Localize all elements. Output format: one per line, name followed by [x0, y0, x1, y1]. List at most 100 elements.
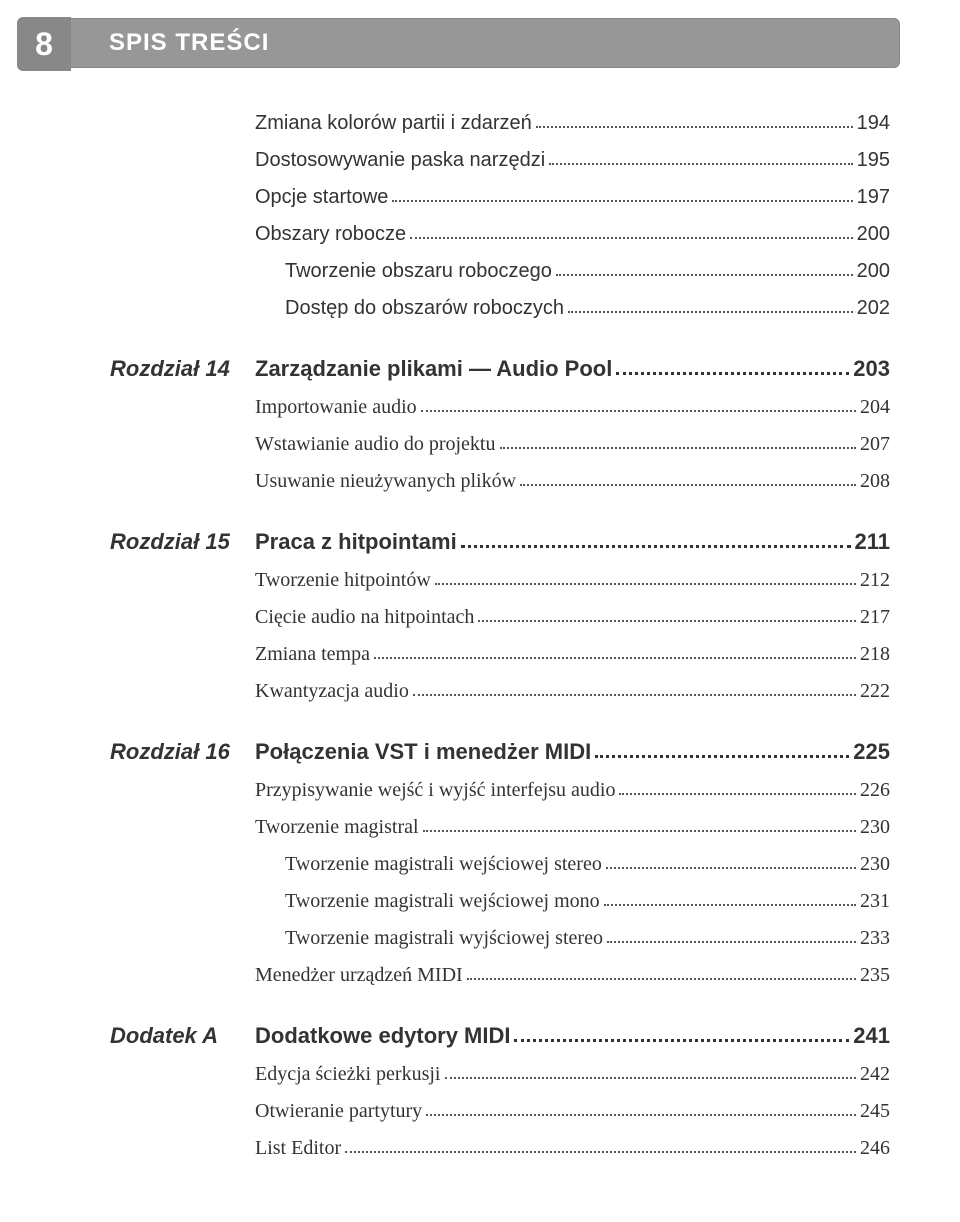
chapter-title-row: Dodatek ADodatkowe edytory MIDI 241 [110, 1019, 890, 1053]
toc-entry-label: Wstawianie audio do projektu [255, 429, 496, 460]
header-title: SPIS TREŚCI [109, 29, 269, 57]
chapter-entries: Przypisywanie wejść i wyjść interfejsu a… [110, 775, 890, 991]
toc-entry-label: Zmiana tempa [255, 639, 370, 670]
toc-entry-label: Tworzenie obszaru roboczego [285, 256, 552, 287]
toc-entry-label: List Editor [255, 1133, 341, 1164]
toc-entry-label: Importowanie audio [255, 392, 417, 423]
toc-entry-page: 226 [860, 775, 890, 806]
toc-leader [435, 583, 856, 585]
toc-entry: Cięcie audio na hitpointach217 [255, 602, 890, 633]
chapter-page: 225 [853, 735, 890, 769]
page-number: 8 [17, 17, 71, 71]
toc-leader [607, 941, 856, 943]
toc-entry-label: Kwantyzacja audio [255, 676, 409, 707]
toc-entry-page: 208 [860, 466, 890, 497]
toc-entry: Tworzenie hitpointów 212 [255, 565, 890, 596]
toc-leader [461, 545, 851, 548]
chapter-title-row: Rozdział 15Praca z hitpointami 211 [110, 525, 890, 559]
toc-entry-page: 242 [860, 1059, 890, 1090]
chapter-label: Rozdział 14 [110, 352, 255, 386]
toc-entry-label: Zmiana kolorów partii i zdarzeń [255, 108, 532, 139]
toc-entry-label: Opcje startowe [255, 182, 388, 213]
toc-leader [568, 311, 853, 313]
toc-leader [595, 755, 849, 758]
toc-entry-label: Tworzenie magistrali wejściowej mono [285, 886, 600, 917]
chapter-page: 211 [855, 525, 891, 559]
toc-leader [604, 904, 856, 906]
toc-entry-label: Dostęp do obszarów roboczych [285, 293, 564, 324]
toc-entry-page: 207 [860, 429, 890, 460]
toc-entry-page: 230 [860, 812, 890, 843]
toc-leader [478, 620, 856, 622]
toc-entry: Tworzenie magistrali wejściowej mono 231 [255, 886, 890, 917]
toc-entry-label: Menedżer urządzeń MIDI [255, 960, 463, 991]
chapter-section: Rozdział 14Zarządzanie plikami — Audio P… [110, 352, 890, 497]
toc-entry-page: 200 [857, 219, 890, 250]
toc-entry: Tworzenie magistrali wejściowej stereo23… [255, 849, 890, 880]
toc-leader [426, 1114, 856, 1116]
toc-entry-page: 235 [860, 960, 890, 991]
toc-entry-label: Tworzenie magistrali wejściowej stereo [285, 849, 602, 880]
toc-entry: Tworzenie obszaru roboczego 200 [255, 256, 890, 287]
toc-entry: Dostęp do obszarów roboczych 202 [255, 293, 890, 324]
toc-entry: Menedżer urządzeń MIDI 235 [255, 960, 890, 991]
chapter-label: Dodatek A [110, 1019, 255, 1053]
toc-entry: Dostosowywanie paska narzędzi195 [255, 145, 890, 176]
toc-entry: Usuwanie nieużywanych plików 208 [255, 466, 890, 497]
toc-leader [514, 1039, 849, 1042]
chapter-page: 241 [853, 1019, 890, 1053]
toc-entry-label: Tworzenie magistral [255, 812, 419, 843]
toc-entry-label: Usuwanie nieużywanych plików [255, 466, 516, 497]
toc-entry: Otwieranie partytury245 [255, 1096, 890, 1127]
toc-entry: Opcje startowe197 [255, 182, 890, 213]
toc-leader [392, 200, 852, 202]
toc-leader [410, 237, 852, 239]
toc-entry-page: 218 [860, 639, 890, 670]
toc-entry: Tworzenie magistrali wyjściowej stereo23… [255, 923, 890, 954]
toc-leader [619, 793, 856, 795]
toc-entry-label: Edycja ścieżki perkusji [255, 1059, 441, 1090]
toc-entry-page: 231 [860, 886, 890, 917]
toc-entry-page: 222 [860, 676, 890, 707]
toc-entry-page: 246 [860, 1133, 890, 1164]
toc-entry-label: Przypisywanie wejść i wyjść interfejsu a… [255, 775, 615, 806]
toc-leader [520, 484, 856, 486]
toc-leader [616, 372, 849, 375]
toc-leader [345, 1151, 856, 1153]
chapter-title: Dodatkowe edytory MIDI [255, 1019, 510, 1053]
chapter-label: Rozdział 15 [110, 525, 255, 559]
toc-entry: Edycja ścieżki perkusji 242 [255, 1059, 890, 1090]
chapter-title: Zarządzanie plikami — Audio Pool [255, 352, 612, 386]
toc-entry-label: Otwieranie partytury [255, 1096, 422, 1127]
chapter-section: Rozdział 15Praca z hitpointami 211 Tworze… [110, 525, 890, 707]
toc-entry: Przypisywanie wejść i wyjść interfejsu a… [255, 775, 890, 806]
toc-leader [500, 447, 857, 449]
toc-entry-page: 200 [857, 256, 890, 287]
chapter-section: Rozdział 16Połączenia VST i menedżer MID… [110, 735, 890, 991]
chapter-label: Rozdział 16 [110, 735, 255, 769]
toc-entry-page: 204 [860, 392, 890, 423]
chapter-title: Praca z hitpointami [255, 525, 457, 559]
toc-entry: Wstawianie audio do projektu 207 [255, 429, 890, 460]
chapter-section: Dodatek ADodatkowe edytory MIDI 241 Edycj… [110, 1019, 890, 1164]
toc-leader [606, 867, 856, 869]
chapter-entries: Importowanie audio 204 Wstawianie audio do… [110, 392, 890, 497]
chapter-entries: Edycja ścieżki perkusji 242 Otwieranie par… [110, 1059, 890, 1164]
chapter-title-row: Rozdział 16Połączenia VST i menedżer MID… [110, 735, 890, 769]
chapter-title-row: Rozdział 14Zarządzanie plikami — Audio P… [110, 352, 890, 386]
toc-entry-label: Tworzenie hitpointów [255, 565, 431, 596]
toc-entry: Zmiana kolorów partii i zdarzeń 194 [255, 108, 890, 139]
toc-entry: List Editor 246 [255, 1133, 890, 1164]
toc-entry-page: 195 [857, 145, 890, 176]
toc-content: Zmiana kolorów partii i zdarzeń 194 Dostos… [0, 68, 960, 1164]
toc-entry-page: 233 [860, 923, 890, 954]
toc-entry-page: 194 [857, 108, 890, 139]
header-bar: 8 SPIS TREŚCI [18, 18, 900, 68]
toc-entry-page: 202 [857, 293, 890, 324]
toc-entry: Zmiana tempa 218 [255, 639, 890, 670]
toc-leader [423, 830, 856, 832]
toc-leader [536, 126, 853, 128]
toc-leader [413, 694, 856, 696]
toc-entry: Tworzenie magistral 230 [255, 812, 890, 843]
toc-entry-page: 212 [860, 565, 890, 596]
